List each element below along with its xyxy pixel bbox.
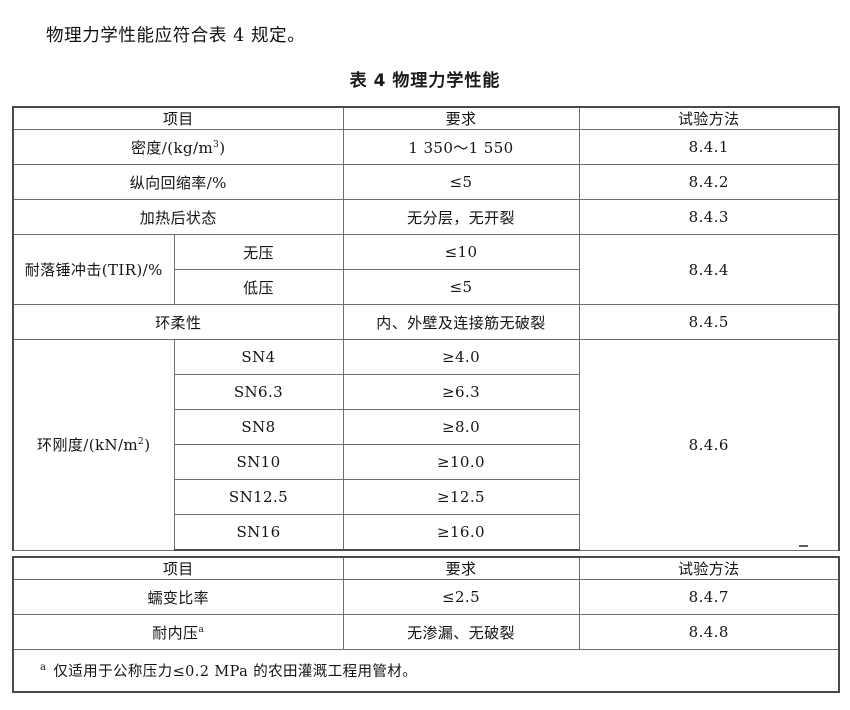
cell-item-density: 密度/(kg/m3) bbox=[12, 129, 344, 165]
physical-mechanical-properties-table-continued: 项目 要求 试验方法 蠕变比率 ≤2.5 8.4.7 耐内压a 无渗漏、无破裂 … bbox=[12, 556, 840, 693]
header-requirement: 要求 bbox=[342, 106, 580, 130]
cell-subitem-sn8: SN8 bbox=[173, 409, 344, 445]
caption-title: 物理力学性能 bbox=[392, 71, 501, 91]
table-caption: 表 4 物理力学性能 bbox=[0, 66, 850, 91]
stray-dash-mark bbox=[799, 545, 808, 547]
header-test-method-continued: 试验方法 bbox=[578, 556, 840, 580]
cell-subitem-sn12-5: SN12.5 bbox=[173, 479, 344, 515]
cell-requirement-ring-flexibility: 内、外壁及连接筋无破裂 bbox=[342, 304, 580, 340]
density-label-suffix: ) bbox=[219, 138, 226, 157]
table-row-impact-low-pressure: 低压 ≤5 bbox=[13, 269, 839, 305]
cell-subitem-sn16: SN16 bbox=[173, 514, 344, 551]
table-row-stiffness-sn10: SN10 ≥10.0 bbox=[13, 444, 839, 480]
table-row-longitudinal-shrinkage: 纵向回缩率/% ≤5 8.4.2 bbox=[12, 164, 840, 200]
internal-pressure-label: 耐内压 bbox=[152, 623, 199, 642]
table-header-row-continued: 项目 要求 试验方法 bbox=[12, 556, 840, 580]
table-header-row: 项目 要求 试验方法 bbox=[12, 106, 840, 130]
footnote-text: 仅适用于公称压力≤0.2 MPa 的农田灌溉工程用管材。 bbox=[53, 663, 418, 680]
cell-requirement-internal-pressure: 无渗漏、无破裂 bbox=[342, 614, 580, 650]
cell-subitem-impact-no-pressure: 无压 bbox=[173, 234, 344, 270]
table-footnote: a 仅适用于公称压力≤0.2 MPa 的农田灌溉工程用管材。 bbox=[12, 649, 840, 693]
ring-stiffness-label-suffix: ) bbox=[144, 436, 151, 455]
table-row-stiffness-sn16: SN16 ≥16.0 bbox=[13, 514, 839, 551]
cell-requirement-density: 1 350～1 550 bbox=[342, 129, 580, 165]
footnote-mark: a bbox=[40, 661, 47, 673]
table-footnote-row: a 仅适用于公称压力≤0.2 MPa 的农田灌溉工程用管材。 bbox=[12, 649, 840, 693]
cell-requirement-sn12-5: ≥12.5 bbox=[342, 479, 580, 515]
cell-item-shrinkage: 纵向回缩率/% bbox=[12, 164, 344, 200]
cell-item-heated-state: 加热后状态 bbox=[12, 199, 344, 235]
cell-item-ring-flexibility: 环柔性 bbox=[12, 304, 344, 340]
table-row-ring-flexibility: 环柔性 内、外壁及连接筋无破裂 8.4.5 bbox=[12, 304, 840, 340]
cell-method-impact: 8.4.4 bbox=[578, 234, 840, 305]
cell-item-internal-pressure: 耐内压a bbox=[12, 614, 344, 650]
cell-item-impact-tir: 耐落锤冲击(TIR)/% bbox=[12, 234, 175, 305]
physical-mechanical-properties-table: 项目 要求 试验方法 密度/(kg/m3) 1 350～1 550 8.4.1 … bbox=[12, 106, 840, 551]
cell-method-heated-state: 8.4.3 bbox=[578, 199, 840, 235]
cell-requirement-sn4: ≥4.0 bbox=[342, 339, 580, 375]
table-row-stiffness-sn12-5: SN12.5 ≥12.5 bbox=[13, 479, 839, 515]
cell-requirement-sn10: ≥10.0 bbox=[342, 444, 580, 480]
header-item-continued: 项目 bbox=[12, 556, 344, 580]
table-row-heated-state: 加热后状态 无分层，无开裂 8.4.3 bbox=[12, 199, 840, 235]
caption-number: 4 bbox=[373, 71, 387, 91]
internal-pressure-footnote-ref: a bbox=[198, 624, 205, 635]
cell-item-ring-stiffness: 环刚度/(kN/m2) bbox=[12, 339, 175, 551]
cell-subitem-sn10: SN10 bbox=[173, 444, 344, 480]
header-item: 项目 bbox=[12, 106, 344, 130]
cell-method-ring-flexibility: 8.4.5 bbox=[578, 304, 840, 340]
table-row-creep-ratio: 蠕变比率 ≤2.5 8.4.7 bbox=[12, 579, 840, 615]
cell-method-density: 8.4.1 bbox=[578, 129, 840, 165]
cell-method-internal-pressure: 8.4.8 bbox=[578, 614, 840, 650]
table-row-internal-pressure: 耐内压a 无渗漏、无破裂 8.4.8 bbox=[12, 614, 840, 650]
caption-prefix: 表 bbox=[349, 71, 368, 91]
cell-subitem-sn4: SN4 bbox=[173, 339, 344, 375]
cell-requirement-impact-low-pressure: ≤5 bbox=[342, 269, 580, 305]
cell-item-creep-ratio: 蠕变比率 bbox=[12, 579, 344, 615]
cell-requirement-sn8: ≥8.0 bbox=[342, 409, 580, 445]
cell-requirement-sn16: ≥16.0 bbox=[342, 514, 580, 551]
intro-paragraph: 物理力学性能应符合表 4 规定。 bbox=[46, 26, 306, 46]
header-test-method: 试验方法 bbox=[578, 106, 840, 130]
ring-stiffness-unit-exponent: 2 bbox=[138, 437, 145, 448]
cell-subitem-impact-low-pressure: 低压 bbox=[173, 269, 344, 305]
cell-requirement-shrinkage: ≤5 bbox=[342, 164, 580, 200]
ring-stiffness-label: 环刚度/(kN/m bbox=[37, 436, 139, 455]
table-row-stiffness-sn4: 环刚度/(kN/m2) SN4 ≥4.0 8.4.6 bbox=[12, 339, 840, 551]
cell-subitem-sn6-3: SN6.3 bbox=[173, 374, 344, 410]
cell-method-shrinkage: 8.4.2 bbox=[578, 164, 840, 200]
cell-requirement-heated-state: 无分层，无开裂 bbox=[342, 199, 580, 235]
cell-requirement-sn6-3: ≥6.3 bbox=[342, 374, 580, 410]
cell-requirement-impact-no-pressure: ≤10 bbox=[342, 234, 580, 270]
cell-method-creep-ratio: 8.4.7 bbox=[578, 579, 840, 615]
cell-method-ring-stiffness: 8.4.6 bbox=[578, 339, 840, 551]
density-label: 密度/(kg/m bbox=[131, 138, 214, 157]
table-row-impact-no-pressure: 耐落锤冲击(TIR)/% 无压 ≤10 8.4.4 bbox=[12, 234, 840, 305]
density-unit-exponent: 3 bbox=[213, 139, 220, 150]
table-row-density: 密度/(kg/m3) 1 350～1 550 8.4.1 bbox=[12, 129, 840, 165]
table-row-stiffness-sn8: SN8 ≥8.0 bbox=[13, 409, 839, 445]
cell-requirement-creep-ratio: ≤2.5 bbox=[342, 579, 580, 615]
header-requirement-continued: 要求 bbox=[342, 556, 580, 580]
